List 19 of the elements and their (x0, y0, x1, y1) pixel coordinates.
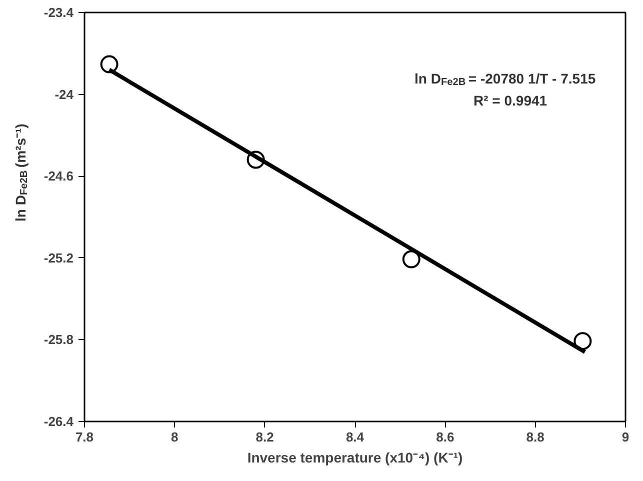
y-tick-label: -24.6 (44, 168, 74, 184)
y-tick-label: -24 (54, 86, 74, 102)
x-tick-label: 8.4 (346, 430, 365, 444)
x-tick-label: 8.8 (526, 430, 544, 444)
x-axis-title: Inverse temperature (x10⁻⁴) (K⁻¹) (247, 450, 463, 466)
y-tick-label: -25.8 (44, 332, 74, 348)
x-tick-label: 8.2 (256, 430, 274, 444)
point (100, 55, 118, 74)
annotation: R² = 0.9941 (474, 92, 548, 108)
y-tick-label: -26.4 (44, 414, 74, 429)
x-tick-label: 7.8 (75, 430, 94, 444)
x-tick-label: 8.6 (436, 430, 454, 444)
point (574, 332, 592, 350)
y-tick-label: -25.2 (44, 250, 74, 266)
x-tick-label: 8 (171, 430, 178, 444)
y-tick-label: -23.4 (44, 5, 74, 20)
x-tick-label: 9 (622, 430, 630, 444)
y-axis-title: ln DFe2B (m²s⁻¹) (12, 124, 30, 222)
point (402, 250, 420, 268)
